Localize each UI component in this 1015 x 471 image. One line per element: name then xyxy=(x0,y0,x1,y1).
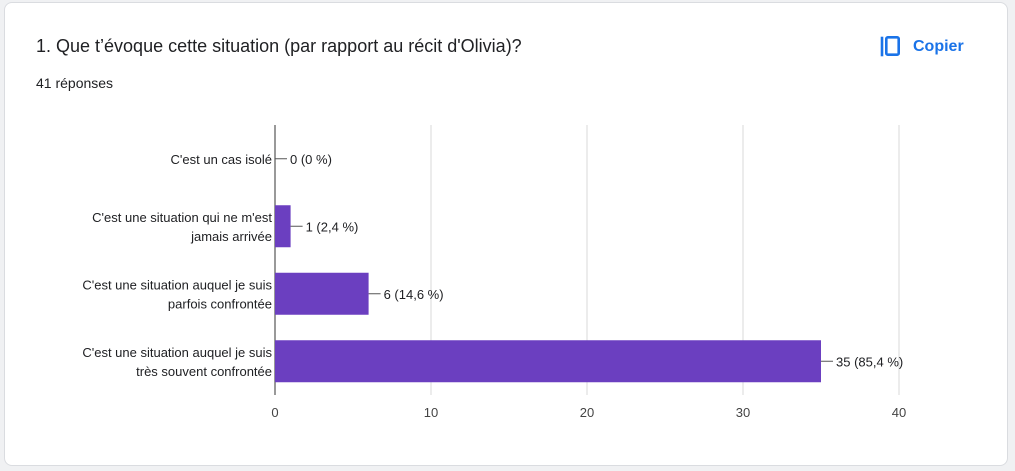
category-label: parfois confrontée xyxy=(168,296,272,311)
category-label: jamais arrivée xyxy=(190,229,272,244)
x-tick-label: 0 xyxy=(271,405,278,420)
response-count: 41 réponses xyxy=(36,75,114,91)
category-label: très souvent confrontée xyxy=(136,364,272,379)
category-label: C'est une situation auquel je suis xyxy=(82,345,272,360)
x-tick-label: 40 xyxy=(892,405,906,420)
data-label: 0 (0 %) xyxy=(290,152,332,167)
data-label: 6 (14,6 %) xyxy=(384,287,444,302)
copy-chart-button[interactable]: Copier xyxy=(871,30,972,64)
copy-button-label: Copier xyxy=(913,38,964,55)
x-tick-label: 20 xyxy=(580,405,594,420)
category-label: C'est un cas isolé xyxy=(171,152,272,167)
data-label: 1 (2,4 %) xyxy=(306,219,359,234)
bar xyxy=(275,340,821,383)
question-card: 1. Que t’évoque cette situation (par rap… xyxy=(4,2,1008,466)
x-tick-label: 10 xyxy=(424,405,438,420)
category-label: C'est une situation qui ne m'est xyxy=(92,210,272,225)
bar-chart: 0 10 20 30 40 C'est un cas isolé 0 (0 %) C'est … xyxy=(82,125,906,420)
data-label: 35 (85,4 %) xyxy=(836,354,903,369)
question-title: 1. Que t’évoque cette situation (par rap… xyxy=(36,36,522,56)
x-tick-label: 30 xyxy=(736,405,750,420)
bar xyxy=(275,205,291,248)
bar xyxy=(275,272,369,315)
copy-icon xyxy=(879,35,901,59)
category-label: C'est une situation auquel je suis xyxy=(82,277,272,292)
